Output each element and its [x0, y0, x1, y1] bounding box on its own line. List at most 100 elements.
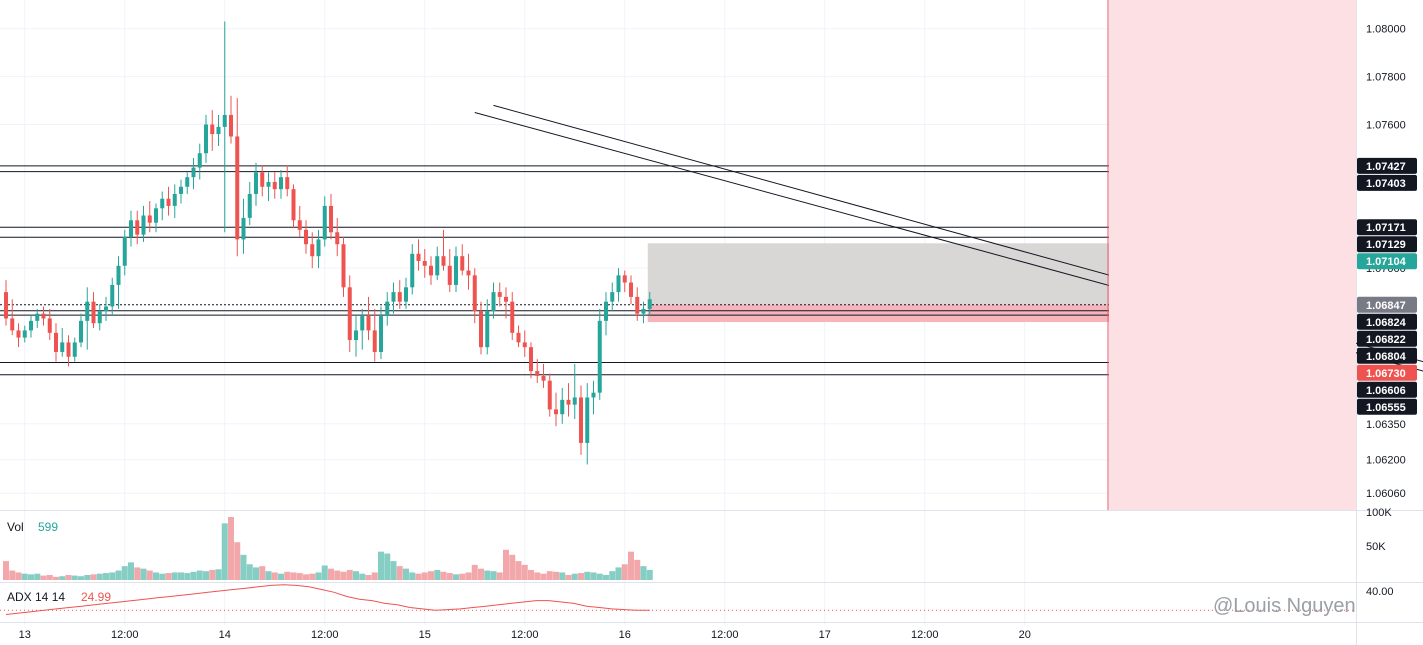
price-tick-label: 1.06060: [1366, 488, 1406, 500]
candle: [204, 124, 208, 154]
volume-bar: [228, 517, 234, 580]
candle: [310, 244, 315, 257]
candle: [647, 299, 652, 309]
volume-bar: [215, 569, 222, 580]
candle: [129, 220, 133, 238]
price-tag-label: 1.06804: [1366, 351, 1407, 363]
candle: [591, 392, 596, 398]
candle: [579, 397, 583, 443]
time-tick-label: 14: [219, 629, 231, 641]
volume-bar: [96, 573, 103, 580]
time-tick-label: 13: [19, 629, 31, 641]
candle: [191, 167, 196, 178]
volume-axis-100k: 100K: [1366, 507, 1392, 519]
price-tag: [1357, 174, 1417, 191]
price-tag-label: 1.06822: [1366, 334, 1406, 346]
volume-bar: [128, 562, 134, 580]
volume-axis-50k: 50K: [1366, 541, 1386, 553]
volume-bar: [640, 566, 647, 580]
volume-bar: [615, 567, 622, 580]
volume-bar: [459, 573, 466, 580]
candle: [216, 126, 221, 135]
candle: [416, 253, 421, 261]
time-axis[interactable]: 13 12:00 14 12:00 15 12:00 16 12:00 17 12:00 20: [19, 629, 1031, 641]
time-tick-label: 12:00: [311, 629, 339, 641]
price-tag-label: 1.07129: [1366, 239, 1406, 251]
candle: [297, 220, 302, 230]
volume-pane: [3, 517, 653, 580]
volume-bar: [278, 573, 284, 580]
volume-bar: [421, 572, 428, 580]
price-tag-label: 1.07427: [1366, 161, 1406, 173]
candle: [260, 172, 265, 187]
volume-bar: [409, 572, 416, 580]
candle: [197, 153, 202, 168]
price-tag: [1357, 364, 1417, 381]
candle: [141, 215, 146, 235]
candle: [185, 177, 190, 187]
volume-bar: [353, 571, 359, 580]
volume-bar: [503, 549, 509, 580]
candle: [435, 256, 440, 276]
adx-axis-40: 40.00: [1366, 586, 1394, 598]
candle: [241, 217, 246, 240]
candle: [85, 301, 90, 321]
candle: [466, 270, 471, 276]
volume-bar: [296, 573, 303, 580]
volume-bar: [190, 571, 197, 580]
candle: [610, 292, 615, 302]
candle: [122, 237, 127, 266]
candle: [4, 292, 8, 319]
volume-bar: [221, 523, 228, 580]
adx-pane: [0, 584, 1356, 615]
time-tick-label: 12:00: [111, 629, 139, 641]
candle: [222, 114, 227, 127]
volume-bar: [384, 553, 391, 580]
volume-bar: [328, 568, 334, 580]
volume-bar: [621, 564, 628, 580]
candle: [35, 313, 40, 321]
candle: [547, 380, 552, 410]
volume-bar: [346, 569, 353, 580]
volume-bar: [140, 568, 147, 580]
candle: [47, 318, 52, 333]
volume-bar: [365, 574, 372, 580]
volume-bar: [434, 569, 441, 580]
volume-bar: [490, 571, 497, 580]
volume-bar: [103, 573, 109, 580]
volume-bar: [584, 571, 591, 580]
volume-bar: [628, 551, 634, 580]
volume-bar: [378, 551, 384, 580]
price-tag-label: 1.06847: [1366, 300, 1406, 312]
price-tag: [1357, 347, 1417, 364]
candle: [460, 256, 465, 271]
candle: [572, 397, 577, 405]
candle: [354, 330, 358, 340]
future-shade: [1109, 0, 1356, 510]
volume-bar: [21, 573, 28, 580]
volume-bar: [171, 572, 178, 580]
price-tick-label: 1.06200: [1366, 455, 1406, 467]
candle: [385, 301, 390, 317]
volume-bar: [153, 572, 159, 580]
candle: [91, 301, 96, 324]
candle: [285, 177, 290, 190]
volume-bar: [15, 572, 22, 580]
volume-bar: [553, 571, 559, 580]
volume-bar: [340, 571, 347, 580]
candle: [360, 316, 365, 331]
candle: [529, 347, 533, 372]
time-tick-label: 12:00: [711, 629, 739, 641]
volume-bar: [440, 571, 447, 580]
volume-bar: [84, 574, 91, 580]
price-tag: [1357, 330, 1417, 347]
adx-label: ADX 14 14: [7, 590, 65, 604]
volume-bar: [453, 574, 459, 580]
candle: [641, 308, 646, 314]
candle: [135, 220, 140, 235]
volume-bar: [259, 566, 266, 580]
candle: [391, 292, 396, 302]
price-tick-label: 1.07600: [1366, 120, 1406, 132]
volume-bar: [34, 573, 41, 580]
